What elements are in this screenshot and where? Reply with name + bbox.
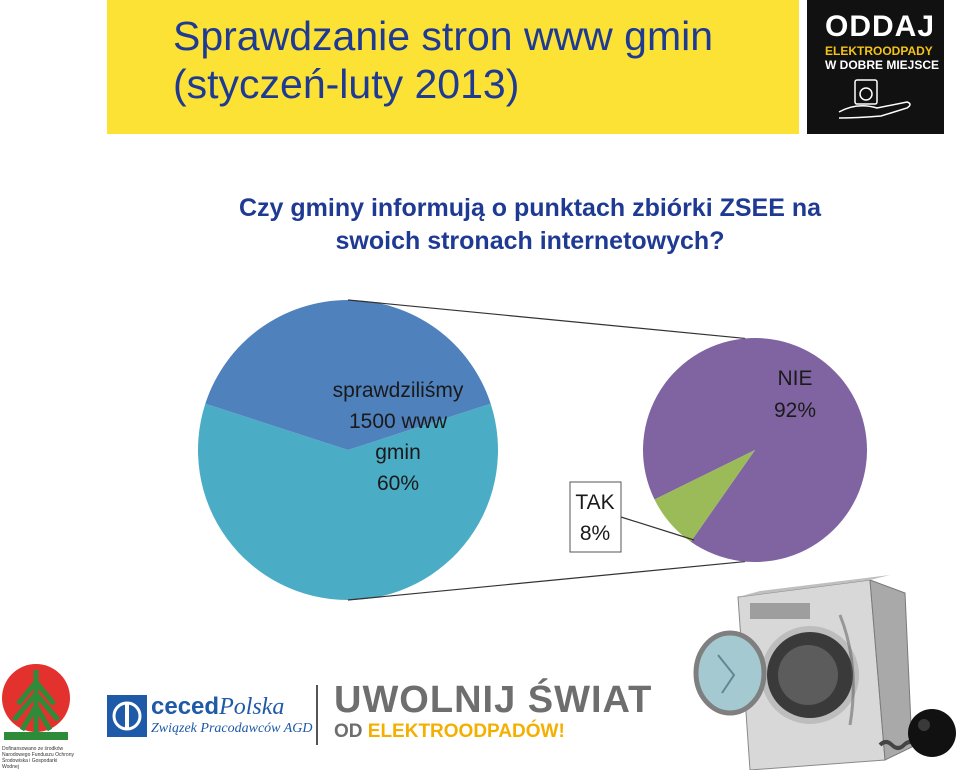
tak-label: TAK 8%	[569, 481, 622, 553]
main-pie-label: sprawdziliśmy 1500 www gmin 60%	[333, 379, 464, 495]
nfos-text: Dofinansowano ze środków Narodowego Fund…	[2, 746, 74, 770]
tak-label-box	[569, 481, 622, 553]
page-title: Sprawdzanie stron www gmin (styczeń-luty…	[173, 12, 773, 108]
hand-with-washer-icon	[838, 79, 911, 119]
title-line-2: (styczeń-luty 2013)	[173, 61, 520, 107]
campaign-slogan: UWOLNIJ ŚWIAT OD ELEKTROODPADÓW!	[334, 680, 652, 744]
main-pie-slice-rest	[205, 299, 491, 450]
question-line-2: swoich stronach internetowych?	[335, 227, 725, 255]
campaign-highlight: ELEKTROODPADÓW!	[367, 721, 565, 742]
nie-label: NIE 92%	[774, 367, 816, 422]
secondary-pie	[643, 338, 868, 563]
chart-question: Czy gminy informują o punktach zbiórki Z…	[180, 192, 880, 258]
ceced-logo: cecedPolska Związek Pracodawców AGD	[107, 693, 313, 745]
nfos-tree-logo	[2, 664, 70, 740]
campaign-slogan-small: OD ELEKTROODPADÓW!	[334, 720, 652, 744]
main-pie-slice-sampled	[198, 403, 498, 600]
nfos-logo: Dofinansowano ze środków Narodowego Fund…	[0, 660, 74, 770]
campaign-prefix: OD	[334, 721, 368, 742]
title-line-1: Sprawdzanie stron www gmin	[173, 13, 714, 59]
ceced-name: cecedPolska	[151, 693, 284, 721]
logo-divider	[316, 685, 318, 745]
main-pie	[198, 299, 498, 600]
oddaj-logo-line3: W DOBRE MIEJSCE	[825, 58, 940, 72]
tak-label-line-2: 8%	[580, 522, 610, 545]
nie-label-line-2: 92%	[774, 399, 816, 422]
tak-leader-line	[620, 516, 695, 541]
oddaj-logo: ODDAJ ELEKTROODPADY W DOBRE MIEJSCE	[807, 0, 944, 134]
main-pie-label-line-1: sprawdziliśmy	[333, 379, 464, 402]
campaign-slogan-big: UWOLNIJ ŚWIAT	[334, 679, 653, 721]
secondary-pie-slice-tak	[654, 450, 755, 542]
ceced-name-italic: Polska	[219, 694, 285, 720]
oddaj-logo-line2: ELEKTROODPADY	[825, 44, 933, 58]
ceced-name-bold: ceced	[151, 693, 220, 720]
oddaj-logo-line1: ODDAJ	[825, 10, 936, 43]
ball-and-chain-icon	[878, 709, 956, 757]
secondary-pie-slice-nie	[643, 338, 868, 563]
footer-logos: Dofinansowano ze środków Narodowego Fund…	[0, 655, 960, 770]
ceced-logo-mark	[107, 695, 147, 737]
question-line-1: Czy gminy informują o punktach zbiórki Z…	[238, 194, 822, 222]
connector-line-top	[347, 299, 746, 340]
main-pie-label-line-3: gmin	[375, 441, 421, 464]
tak-label-line-1: TAK	[575, 491, 614, 514]
ceced-subtitle: Związek Pracodawców AGD	[151, 721, 313, 736]
main-pie-label-line-4: 60%	[377, 472, 419, 495]
main-pie-label-line-2: 1500 www	[349, 410, 448, 433]
nie-label-line-1: NIE	[777, 367, 812, 390]
connector-line-bottom	[347, 560, 746, 601]
washing-machine-illustration	[693, 575, 956, 770]
title-banner	[107, 0, 799, 134]
